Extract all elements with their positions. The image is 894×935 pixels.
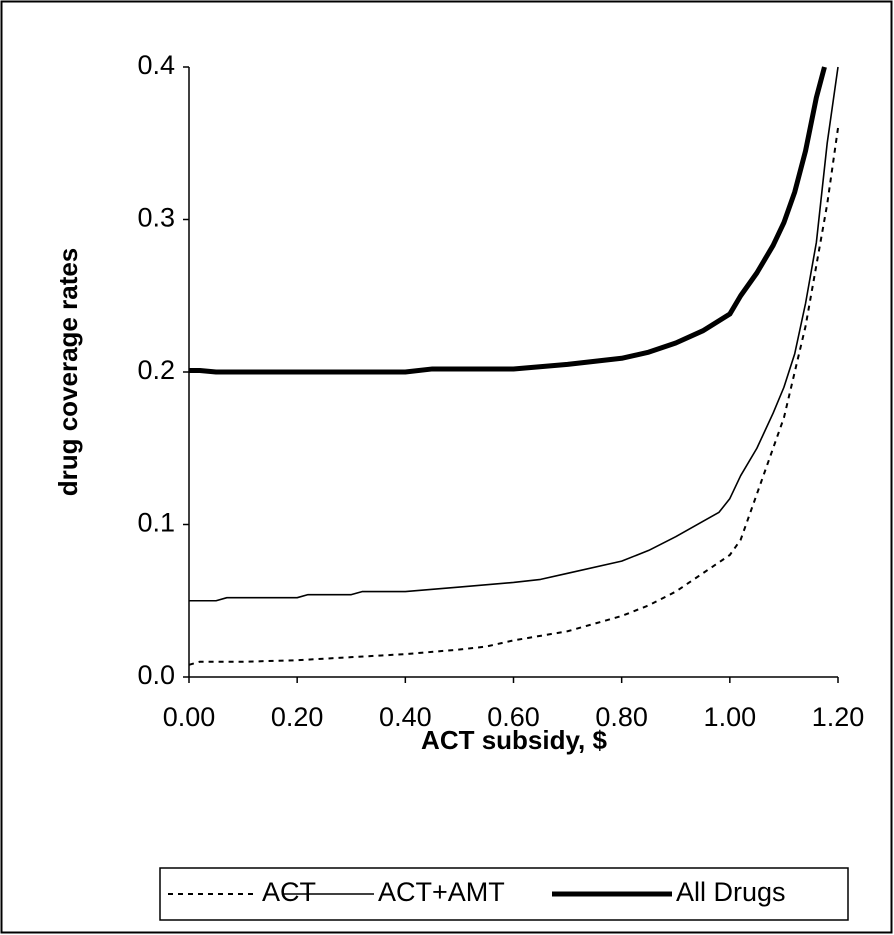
x-tick-label: 1.20 [812,702,865,732]
x-tick-label: 1.00 [704,702,757,732]
y-tick-label: 0.4 [137,50,175,80]
x-tick-label: 0.40 [379,702,432,732]
series-line [188,127,839,666]
x-axis-title: ACT subsidy, $ [421,725,607,755]
y-tick-label: 0.3 [137,203,175,233]
y-tick-label: 0.1 [137,508,175,538]
y-tick-label: 0.0 [137,660,175,690]
x-tick-label: 0.00 [163,702,216,732]
series-line [189,66,839,602]
legend-box [159,867,849,921]
y-tick-label: 0.2 [137,355,175,385]
legend-label: ACT [262,877,316,907]
x-tick-label: 0.20 [271,702,324,732]
x-tick-label: 0.60 [487,702,540,732]
y-axis-title: drug coverage rates [53,248,83,497]
legend-label: ACT+AMT [378,877,505,907]
legend-label: All Drugs [676,877,786,907]
series-line [189,66,827,375]
x-tick-label: 0.80 [595,702,648,732]
